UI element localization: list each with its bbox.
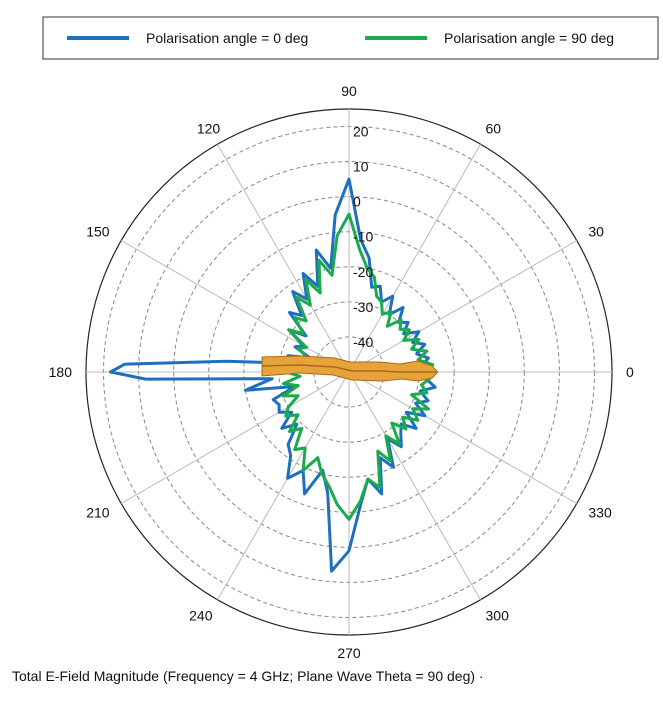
radial-tick-label-6: -40 (353, 334, 373, 350)
angle-tick-label-4: 120 (197, 121, 221, 137)
angle-tick-label-6: 180 (49, 364, 73, 380)
angle-tick-label-9: 270 (337, 645, 361, 661)
angle-tick-label-10: 300 (486, 607, 510, 623)
angle-tick-label-1: 30 (588, 224, 604, 240)
grid-spoke-10 (348, 371, 481, 601)
angle-tick-label-3: 90 (341, 83, 357, 99)
legend-label-0: Polarisation angle = 0 deg (146, 30, 308, 46)
antenna-model (261, 355, 439, 382)
grid-spoke-11 (348, 371, 578, 504)
legend-label-1: Polarisation angle = 90 deg (444, 30, 614, 46)
radial-tick-label-5: -30 (353, 299, 373, 315)
angle-tick-label-8: 240 (189, 607, 213, 623)
grid-spoke-8 (217, 371, 350, 601)
grid-spoke-5 (120, 240, 350, 373)
radial-tick-labels: 20 10 0 -10 -20 -30 -40 (353, 124, 373, 350)
angle-tick-labels: 0 30 60 90 120 150 180 210 240 270 300 330 (49, 83, 634, 661)
chart-legend: Polarisation angle = 0 deg Polarisation … (42, 16, 659, 60)
grid-spoke-7 (120, 371, 350, 504)
radial-tick-label-1: 10 (353, 159, 369, 175)
angle-tick-label-0: 0 (626, 364, 634, 380)
angle-tick-label-11: 330 (588, 505, 612, 521)
angle-tick-label-2: 60 (486, 121, 502, 137)
grid-spoke-4 (217, 143, 350, 373)
radial-tick-label-4: -20 (353, 264, 373, 280)
radial-tick-label-2: 0 (353, 194, 361, 210)
grid-spoke-2 (348, 143, 481, 373)
antenna-body (261, 355, 439, 382)
chart-caption: Total E-Field Magnitude (Frequency = 4 G… (12, 668, 484, 684)
angle-tick-label-5: 150 (86, 224, 110, 240)
angle-tick-label-7: 210 (86, 505, 110, 521)
grid-spoke-1 (348, 240, 578, 373)
legend-box (42, 16, 659, 60)
radial-tick-label-3: -10 (353, 229, 373, 245)
radial-tick-label-0: 20 (353, 124, 369, 140)
antenna-seam (261, 364, 436, 373)
